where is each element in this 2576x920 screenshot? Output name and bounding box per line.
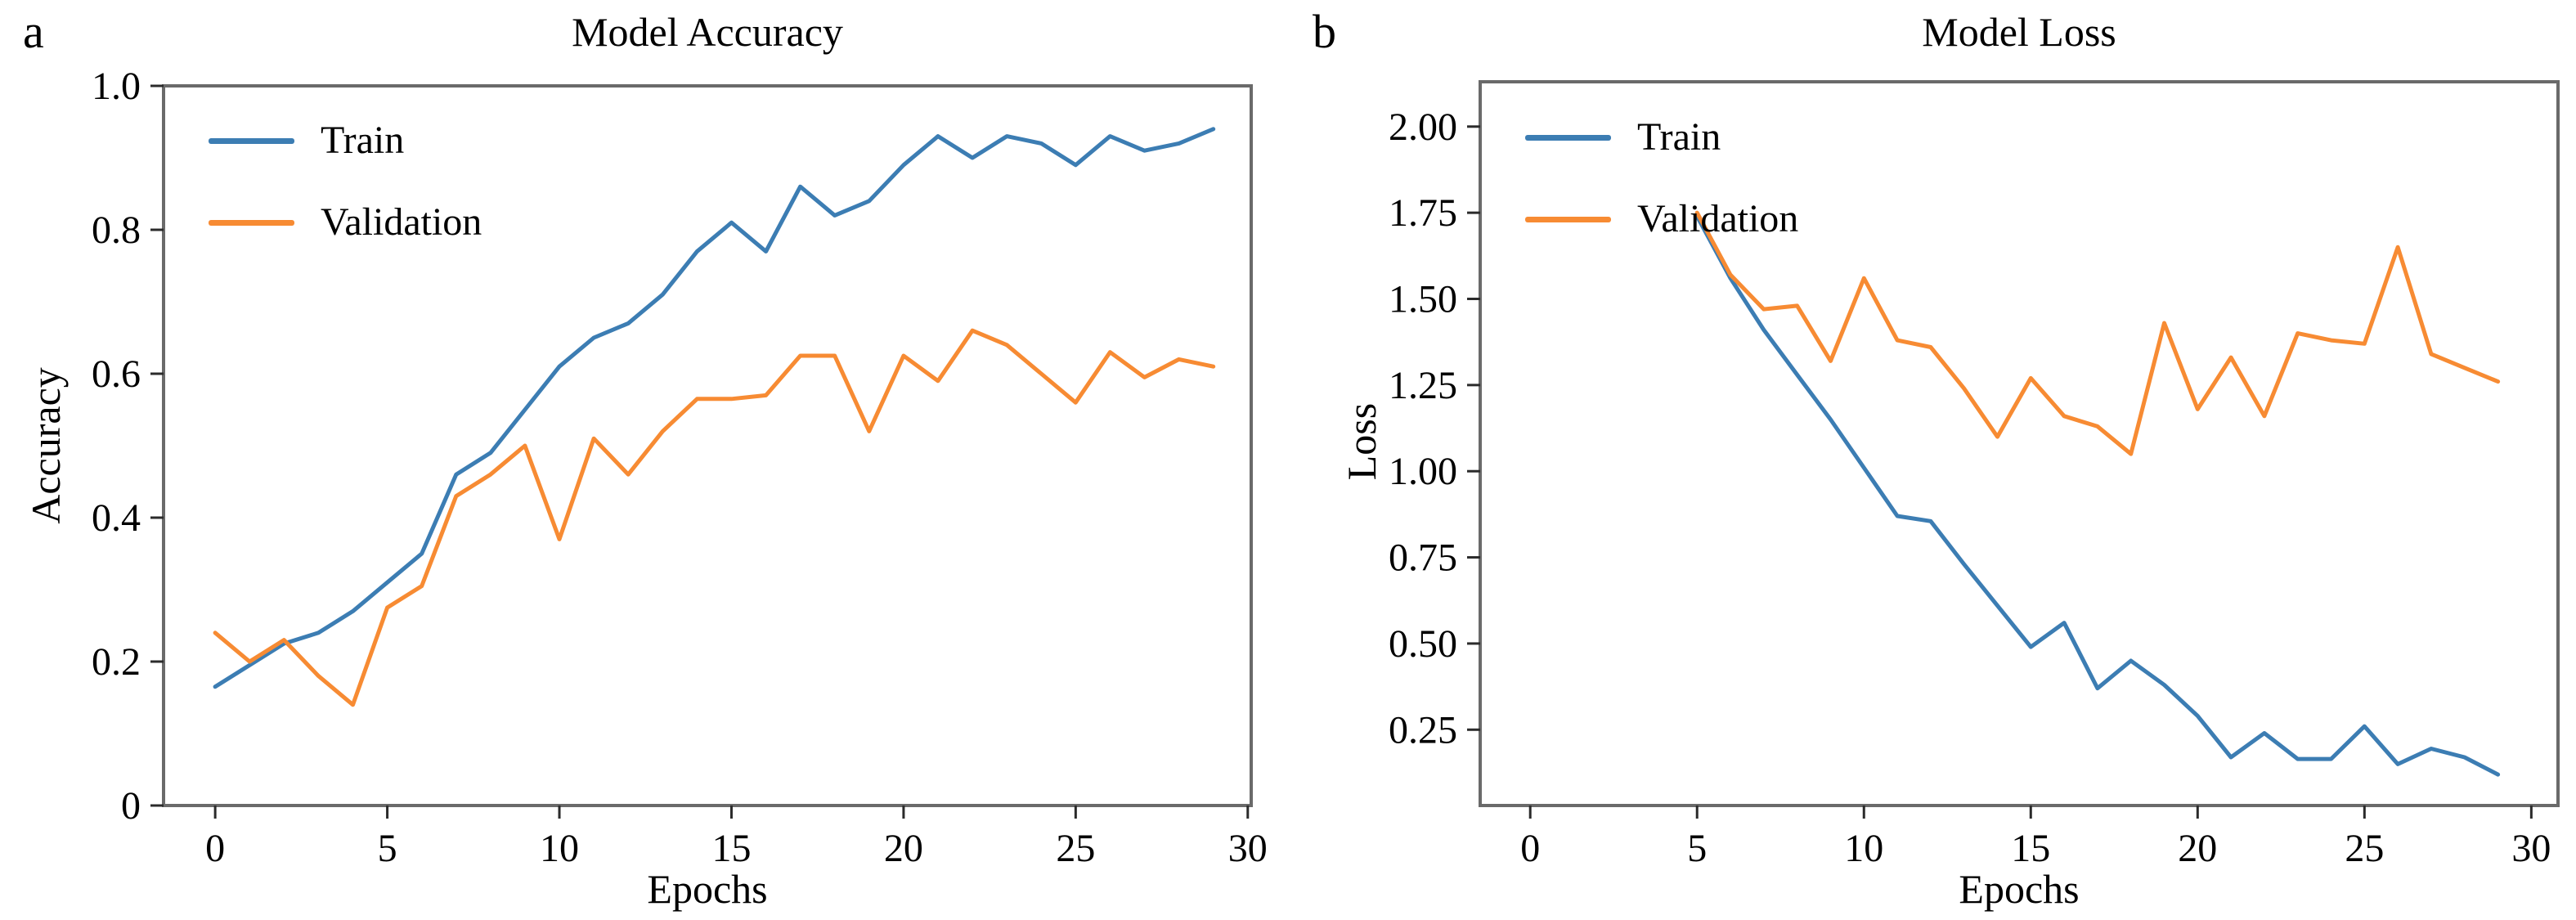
y-tick-label: 0.8 xyxy=(92,209,141,252)
panel-letter-b: b xyxy=(1313,5,1336,58)
y-tick-label: 0.25 xyxy=(1389,708,1457,752)
y-tick-label: 0.4 xyxy=(92,496,141,540)
panel-letter-a: a xyxy=(23,5,44,58)
validation-line-swatch xyxy=(1525,216,1611,222)
validation-line-swatch xyxy=(209,219,294,226)
y-tick-label: 1.00 xyxy=(1389,450,1457,493)
x-tick-label: 0 xyxy=(1520,827,1540,870)
x-tick-label: 0 xyxy=(205,827,225,870)
x-tick-label: 20 xyxy=(884,827,923,870)
y-tick-label: 0.2 xyxy=(92,640,141,684)
x-tick-label: 5 xyxy=(1687,827,1707,870)
y-tick-label: 1.75 xyxy=(1389,191,1457,235)
y-tick-label: 0.6 xyxy=(92,352,141,396)
train-legend-label: Train xyxy=(321,119,405,162)
loss-legend-item-validation: Validation xyxy=(1525,178,1798,260)
train-line-swatch xyxy=(209,137,294,144)
validation-line xyxy=(1694,210,2501,456)
loss-x-axis-label: Epochs xyxy=(1959,866,2080,912)
loss-legend-item-train: Train xyxy=(1525,96,1798,178)
x-tick-label: 25 xyxy=(2345,827,2384,870)
x-tick-label: 10 xyxy=(1844,827,1883,870)
loss-chart-title: Model Loss xyxy=(1922,9,2116,55)
y-tick-label: 0.75 xyxy=(1389,536,1457,580)
train-line-swatch xyxy=(1525,134,1611,141)
loss-chart-plot: 0 5 10 15 20 25 30 0.25 0.50 0.75 1.00 1.25 1.50 1.75… xyxy=(1389,80,2560,870)
train-line xyxy=(1694,213,2501,777)
accuracy-legend-item-validation: Validation xyxy=(209,182,482,263)
train-legend-label: Train xyxy=(1637,115,1721,159)
accuracy-chart-plot: 0 5 10 15 20 25 30 0 0.2 0.4 0.6 0.8 1.0 xyxy=(92,65,1268,870)
x-tick-label: 30 xyxy=(2511,827,2551,870)
loss-y-axis-label: Loss xyxy=(1339,402,1384,481)
accuracy-chart-title: Model Accuracy xyxy=(572,9,843,55)
validation-legend-label: Validation xyxy=(1637,197,1799,240)
y-tick-label: 1.0 xyxy=(92,65,141,108)
y-tick-label: 1.25 xyxy=(1389,364,1457,407)
panel-accuracy: a Model Accuracy 0 5 10 15 20 25 30 0 0.2 0.4 0.6 0… xyxy=(23,5,1268,913)
loss-legend: Train Validation xyxy=(1525,96,1798,260)
x-tick-label: 10 xyxy=(540,827,579,870)
x-tick-label: 30 xyxy=(1228,827,1268,870)
accuracy-legend: Train Validation xyxy=(209,100,482,263)
accuracy-y-axis-label: Accuracy xyxy=(23,367,69,524)
x-tick-label: 20 xyxy=(2178,827,2217,870)
panel-loss: b Model Loss 0 5 10 15 20 25 30 0.25 0.50 0.75 1.0… xyxy=(1288,0,2576,920)
accuracy-legend-item-train: Train xyxy=(209,100,482,182)
accuracy-x-axis-label: Epochs xyxy=(647,866,768,912)
x-tick-label: 15 xyxy=(2011,827,2050,870)
y-tick-label: 0 xyxy=(121,784,141,828)
x-tick-label: 15 xyxy=(711,827,751,870)
validation-line xyxy=(213,328,1216,707)
y-tick-label: 0.50 xyxy=(1389,622,1457,666)
x-tick-label: 25 xyxy=(1056,827,1095,870)
x-tick-label: 5 xyxy=(378,827,397,870)
y-tick-label: 2.00 xyxy=(1389,105,1457,149)
validation-legend-label: Validation xyxy=(321,200,482,244)
train-line xyxy=(213,127,1216,689)
y-tick-label: 1.50 xyxy=(1389,278,1457,321)
